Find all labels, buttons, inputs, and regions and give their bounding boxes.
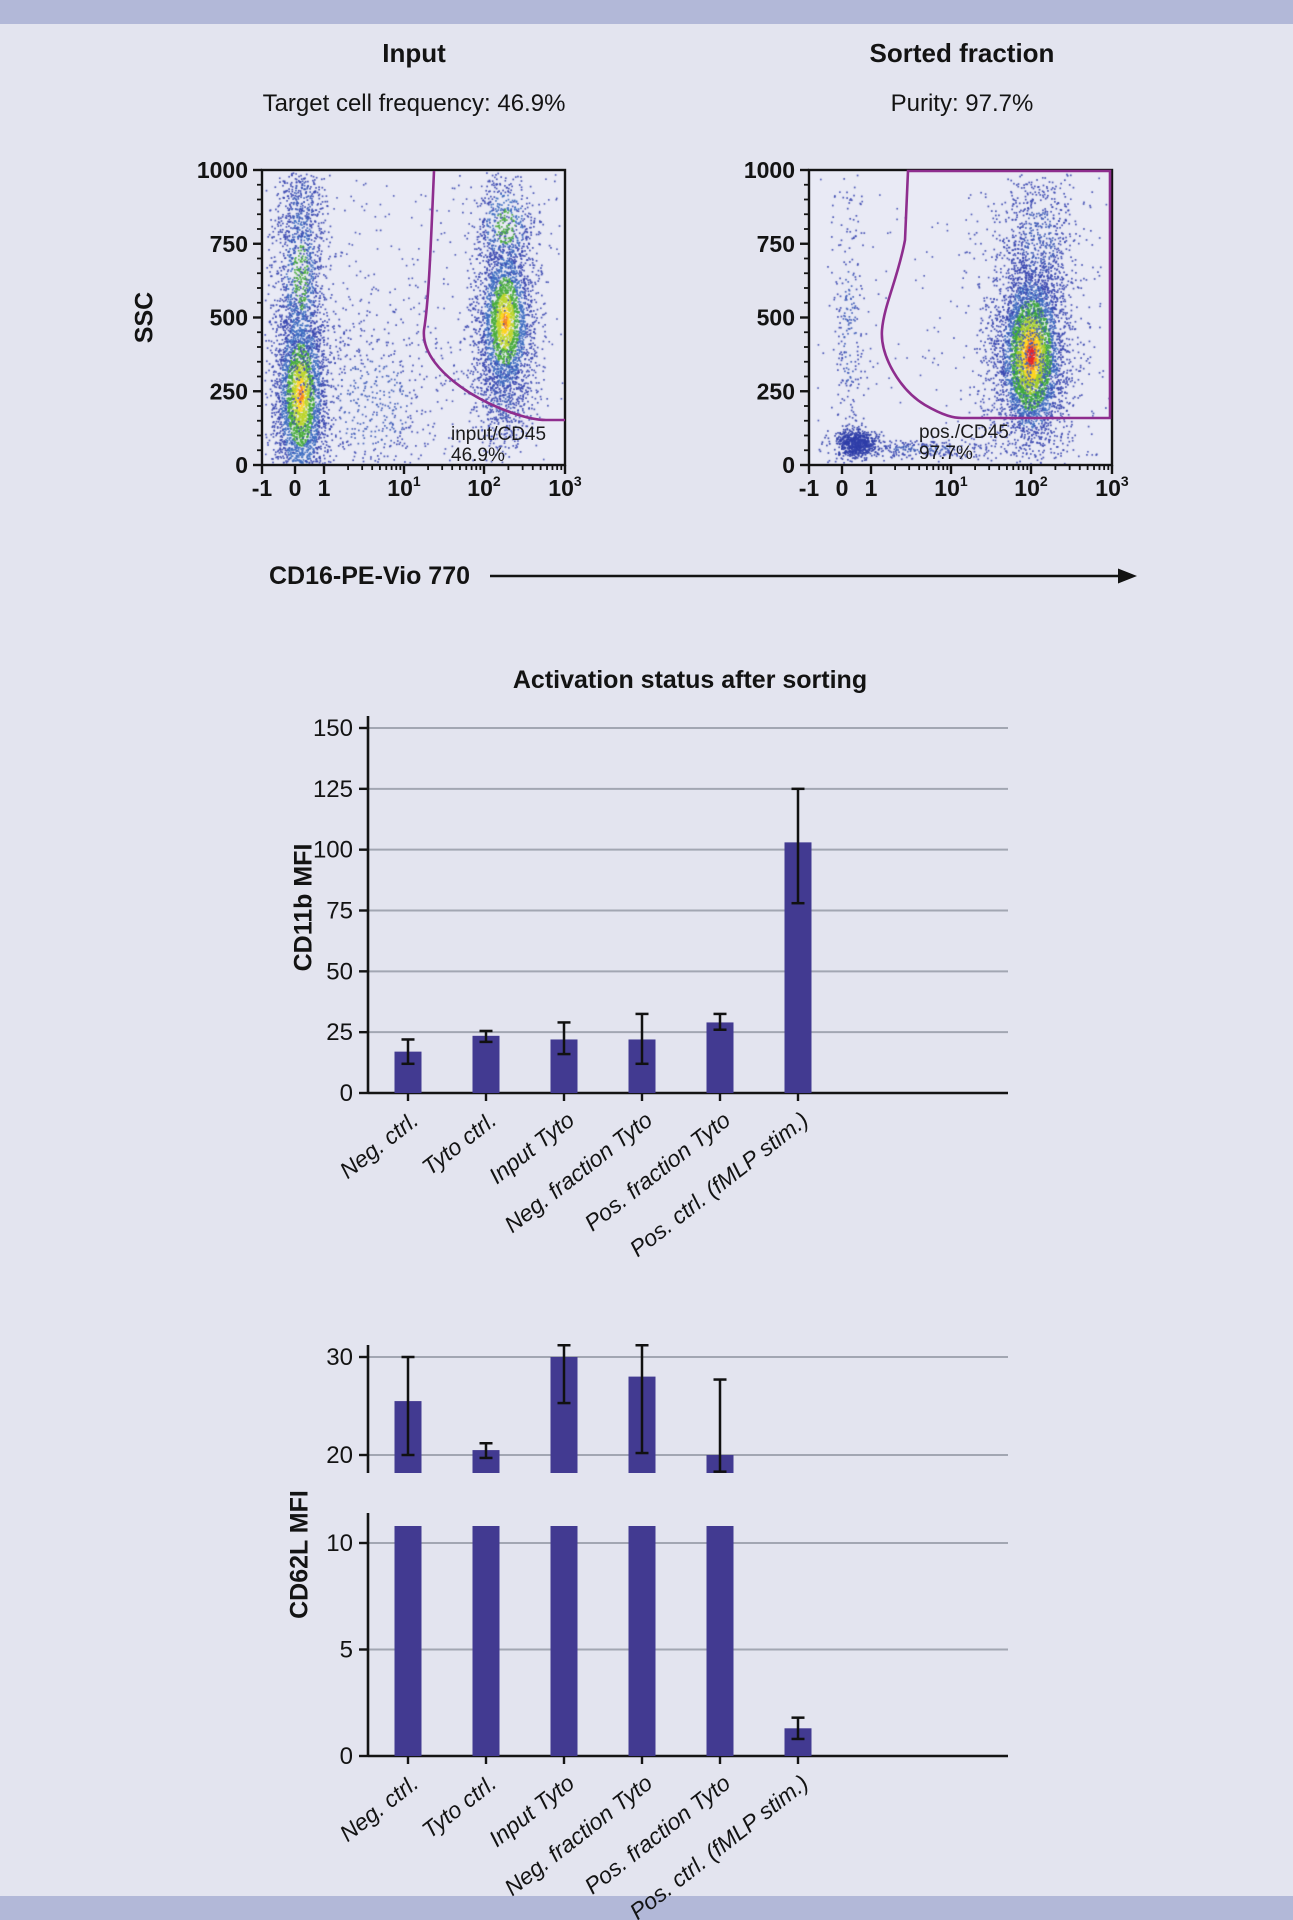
flow-x-tick-label: -1	[799, 475, 820, 501]
category-label: Neg. ctrl.	[335, 1769, 424, 1846]
activation-chart-title: Activation status after sorting	[512, 666, 868, 694]
bar-upper-segment	[472, 1450, 500, 1473]
flow-x-tick-label: 1	[865, 475, 878, 501]
bar-lower-segment	[550, 1526, 578, 1756]
bar-y-tick-label: 150	[313, 715, 353, 742]
sorted-plot-title: Sorted fraction	[869, 38, 1055, 68]
flow-y-tick-label: 750	[757, 231, 795, 257]
input-gate-label: input/CD45	[451, 424, 547, 445]
input-plot-subtitle: Target cell frequency: 46.9%	[262, 90, 566, 117]
bar-y-tick-label: 100	[313, 837, 353, 864]
bar	[784, 842, 812, 1093]
bar-lower-segment	[628, 1526, 656, 1756]
bar-y-tick-label: 75	[326, 898, 353, 925]
category-label: Tyto ctrl.	[417, 1106, 501, 1180]
flow-y-tick-label: 750	[210, 231, 248, 257]
ssc-axis-label: SSC	[130, 291, 159, 344]
x-axis-arrowhead	[1118, 568, 1137, 584]
sorted-flow-plot	[809, 170, 1112, 465]
bar-lower-segment	[394, 1526, 422, 1756]
category-label: Pos. ctrl. (fMLP stim.)	[625, 1106, 814, 1261]
flow-x-tick-label: -1	[252, 475, 273, 501]
bar-lower-segment	[706, 1526, 734, 1756]
bar-upper-segment	[706, 1455, 734, 1473]
bar-y-tick-label: 0	[340, 1743, 353, 1770]
bar-upper-segment	[394, 1401, 422, 1473]
top-band	[0, 0, 1293, 24]
flow-x-tick-label: 102	[1014, 473, 1048, 501]
bar-y-tick-label: 25	[326, 1019, 353, 1046]
flow-y-tick-label: 250	[757, 378, 795, 404]
flow-x-tick-label: 1	[318, 475, 331, 501]
flow-x-tick-label: 103	[548, 473, 582, 501]
sorted-gate-value: 97.7%	[919, 443, 973, 464]
flow-y-tick-label: 0	[782, 452, 795, 478]
category-label: Pos. fraction Tyto	[579, 1106, 735, 1236]
category-label: Neg. ctrl.	[335, 1106, 424, 1183]
flow-y-tick-label: 1000	[744, 157, 795, 183]
sorted-plot-subtitle: Purity: 97.7%	[890, 90, 1034, 117]
flow-x-tick-label: 101	[387, 473, 421, 501]
category-label: Input Tyto	[484, 1769, 579, 1852]
bar-upper-segment	[628, 1376, 656, 1473]
flow-x-tick-label: 0	[289, 475, 302, 501]
category-label: Input Tyto	[484, 1106, 579, 1189]
flow-x-tick-label: 103	[1095, 473, 1129, 501]
category-label: Neg. fraction Tyto	[499, 1769, 657, 1900]
cd11b-axis-label: CD11b MFI	[289, 843, 318, 972]
bar-y-tick-label: 30	[326, 1344, 353, 1371]
flow-y-tick-label: 500	[757, 305, 795, 331]
sorted-gate-label: pos./CD45	[919, 422, 1009, 443]
input-gate-value: 46.9%	[451, 445, 505, 466]
flow-y-tick-label: 1000	[197, 157, 248, 183]
flow-y-tick-label: 500	[210, 305, 248, 331]
flow-x-tick-label: 0	[836, 475, 849, 501]
category-label: Neg. fraction Tyto	[499, 1106, 657, 1237]
bar-lower-segment	[472, 1526, 500, 1756]
flow-x-tick-label: 101	[934, 473, 968, 501]
bar	[394, 1051, 422, 1093]
bar-y-tick-label: 20	[326, 1442, 353, 1469]
input-flow-plot	[262, 170, 565, 465]
flow-y-tick-label: 250	[210, 378, 248, 404]
bar-y-tick-label: 5	[340, 1637, 353, 1664]
flow-y-tick-label: 0	[235, 452, 248, 478]
bar-upper-segment	[550, 1357, 578, 1473]
cd16-axis-label: CD16-PE-Vio 770	[268, 562, 470, 590]
bar	[706, 1022, 734, 1093]
cd62l-axis-label: CD62L MFI	[285, 1490, 314, 1619]
category-label: Pos. fraction Tyto	[579, 1769, 735, 1899]
bar	[472, 1035, 500, 1093]
bar	[628, 1039, 656, 1093]
flow-x-tick-label: 102	[467, 473, 501, 501]
bar-y-tick-label: 10	[326, 1530, 353, 1557]
category-label: Tyto ctrl.	[417, 1769, 501, 1843]
bar-y-tick-label: 125	[313, 776, 353, 803]
bottom-band	[0, 1896, 1293, 1920]
input-plot-title: Input	[382, 38, 446, 68]
bar-y-tick-label: 50	[326, 958, 353, 985]
bar-y-tick-label: 0	[340, 1080, 353, 1107]
bar	[784, 1728, 812, 1756]
bar	[550, 1039, 578, 1093]
